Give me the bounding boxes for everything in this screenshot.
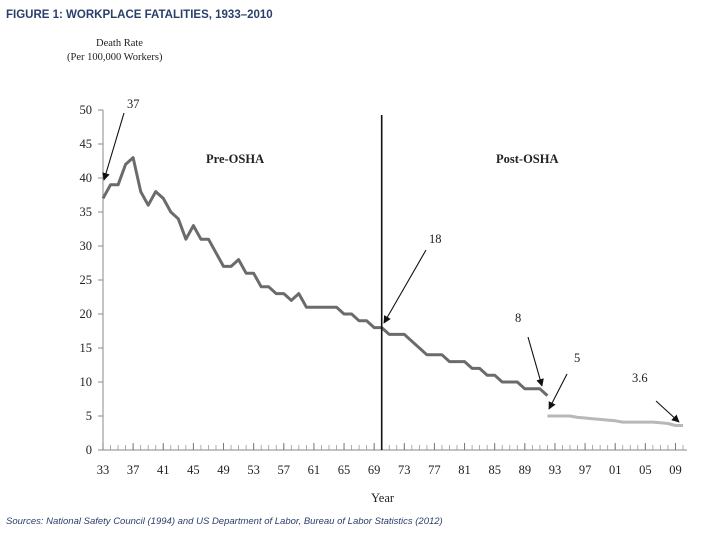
post-osha-label: Post-OSHA bbox=[496, 152, 559, 166]
x-tick-label: 57 bbox=[278, 463, 291, 477]
y-tick-label: 20 bbox=[80, 307, 93, 321]
x-tick-label: 37 bbox=[127, 463, 140, 477]
annotation-label: 5 bbox=[574, 351, 580, 365]
annotation-arrow bbox=[527, 336, 544, 387]
y-tick-label: 10 bbox=[80, 375, 93, 389]
x-tick-label: 41 bbox=[157, 463, 170, 477]
x-tick-label: 69 bbox=[368, 463, 381, 477]
x-tick-label: 65 bbox=[338, 463, 351, 477]
annotation-arrow bbox=[102, 112, 125, 181]
annotation-label: 37 bbox=[127, 97, 140, 111]
axes bbox=[102, 110, 687, 451]
x-ticks: 33 37 41 45 49 53 57 61 65 69 73 77 81 85 89 93 97 01 05 09 bbox=[97, 443, 684, 477]
annotation-label: 3.6 bbox=[632, 371, 648, 385]
x-tick-label: 97 bbox=[579, 463, 592, 477]
source-note: Sources: National Safety Council (1994) … bbox=[6, 516, 443, 527]
x-tick-label: 93 bbox=[549, 463, 562, 477]
series-lines bbox=[101, 156, 683, 427]
series-line-2 bbox=[547, 414, 683, 427]
x-tick-label: 09 bbox=[669, 463, 682, 477]
x-tick-label: 01 bbox=[609, 463, 622, 477]
series-line-1 bbox=[101, 156, 549, 397]
x-axis-label: Year bbox=[371, 491, 395, 505]
x-tick-label: 49 bbox=[217, 463, 230, 477]
y-axis-label-line2: (Per 100,000 Workers) bbox=[67, 52, 163, 63]
y-tick-labels: 0 5 10 15 20 25 30 35 40 45 50 bbox=[80, 103, 103, 457]
annotation-label: 8 bbox=[515, 311, 521, 325]
y-tick-label: 50 bbox=[80, 103, 93, 117]
y-tick-label: 35 bbox=[80, 205, 93, 219]
annotations: 37 18 8 5 3.6 bbox=[102, 97, 680, 423]
annotation-label: 18 bbox=[429, 232, 442, 246]
x-tick-label: 73 bbox=[398, 463, 411, 477]
x-tick-label: 61 bbox=[308, 463, 321, 477]
figure-title: FIGURE 1: WORKPLACE FATALITIES, 1933–201… bbox=[6, 9, 273, 21]
x-tick-label: 85 bbox=[488, 463, 501, 477]
y-tick-label: 45 bbox=[80, 137, 93, 151]
y-tick-label: 0 bbox=[86, 443, 92, 457]
x-tick-label: 89 bbox=[519, 463, 532, 477]
x-tick-label: 53 bbox=[247, 463, 260, 477]
annotation-arrow bbox=[383, 249, 427, 324]
annotation-arrow bbox=[655, 400, 680, 423]
y-axis-label-line1: Death Rate bbox=[96, 38, 143, 49]
pre-osha-label: Pre-OSHA bbox=[206, 152, 264, 166]
x-tick-label: 33 bbox=[97, 463, 110, 477]
x-tick-label: 81 bbox=[458, 463, 471, 477]
y-tick-label: 40 bbox=[80, 171, 93, 185]
x-tick-label: 77 bbox=[428, 463, 441, 477]
y-tick-label: 25 bbox=[80, 273, 93, 287]
x-tick-label: 05 bbox=[639, 463, 652, 477]
y-tick-label: 5 bbox=[86, 409, 92, 423]
x-tick-label: 45 bbox=[187, 463, 200, 477]
annotation-arrow bbox=[548, 373, 568, 410]
y-tick-label: 15 bbox=[80, 341, 93, 355]
y-tick-label: 30 bbox=[80, 239, 93, 253]
